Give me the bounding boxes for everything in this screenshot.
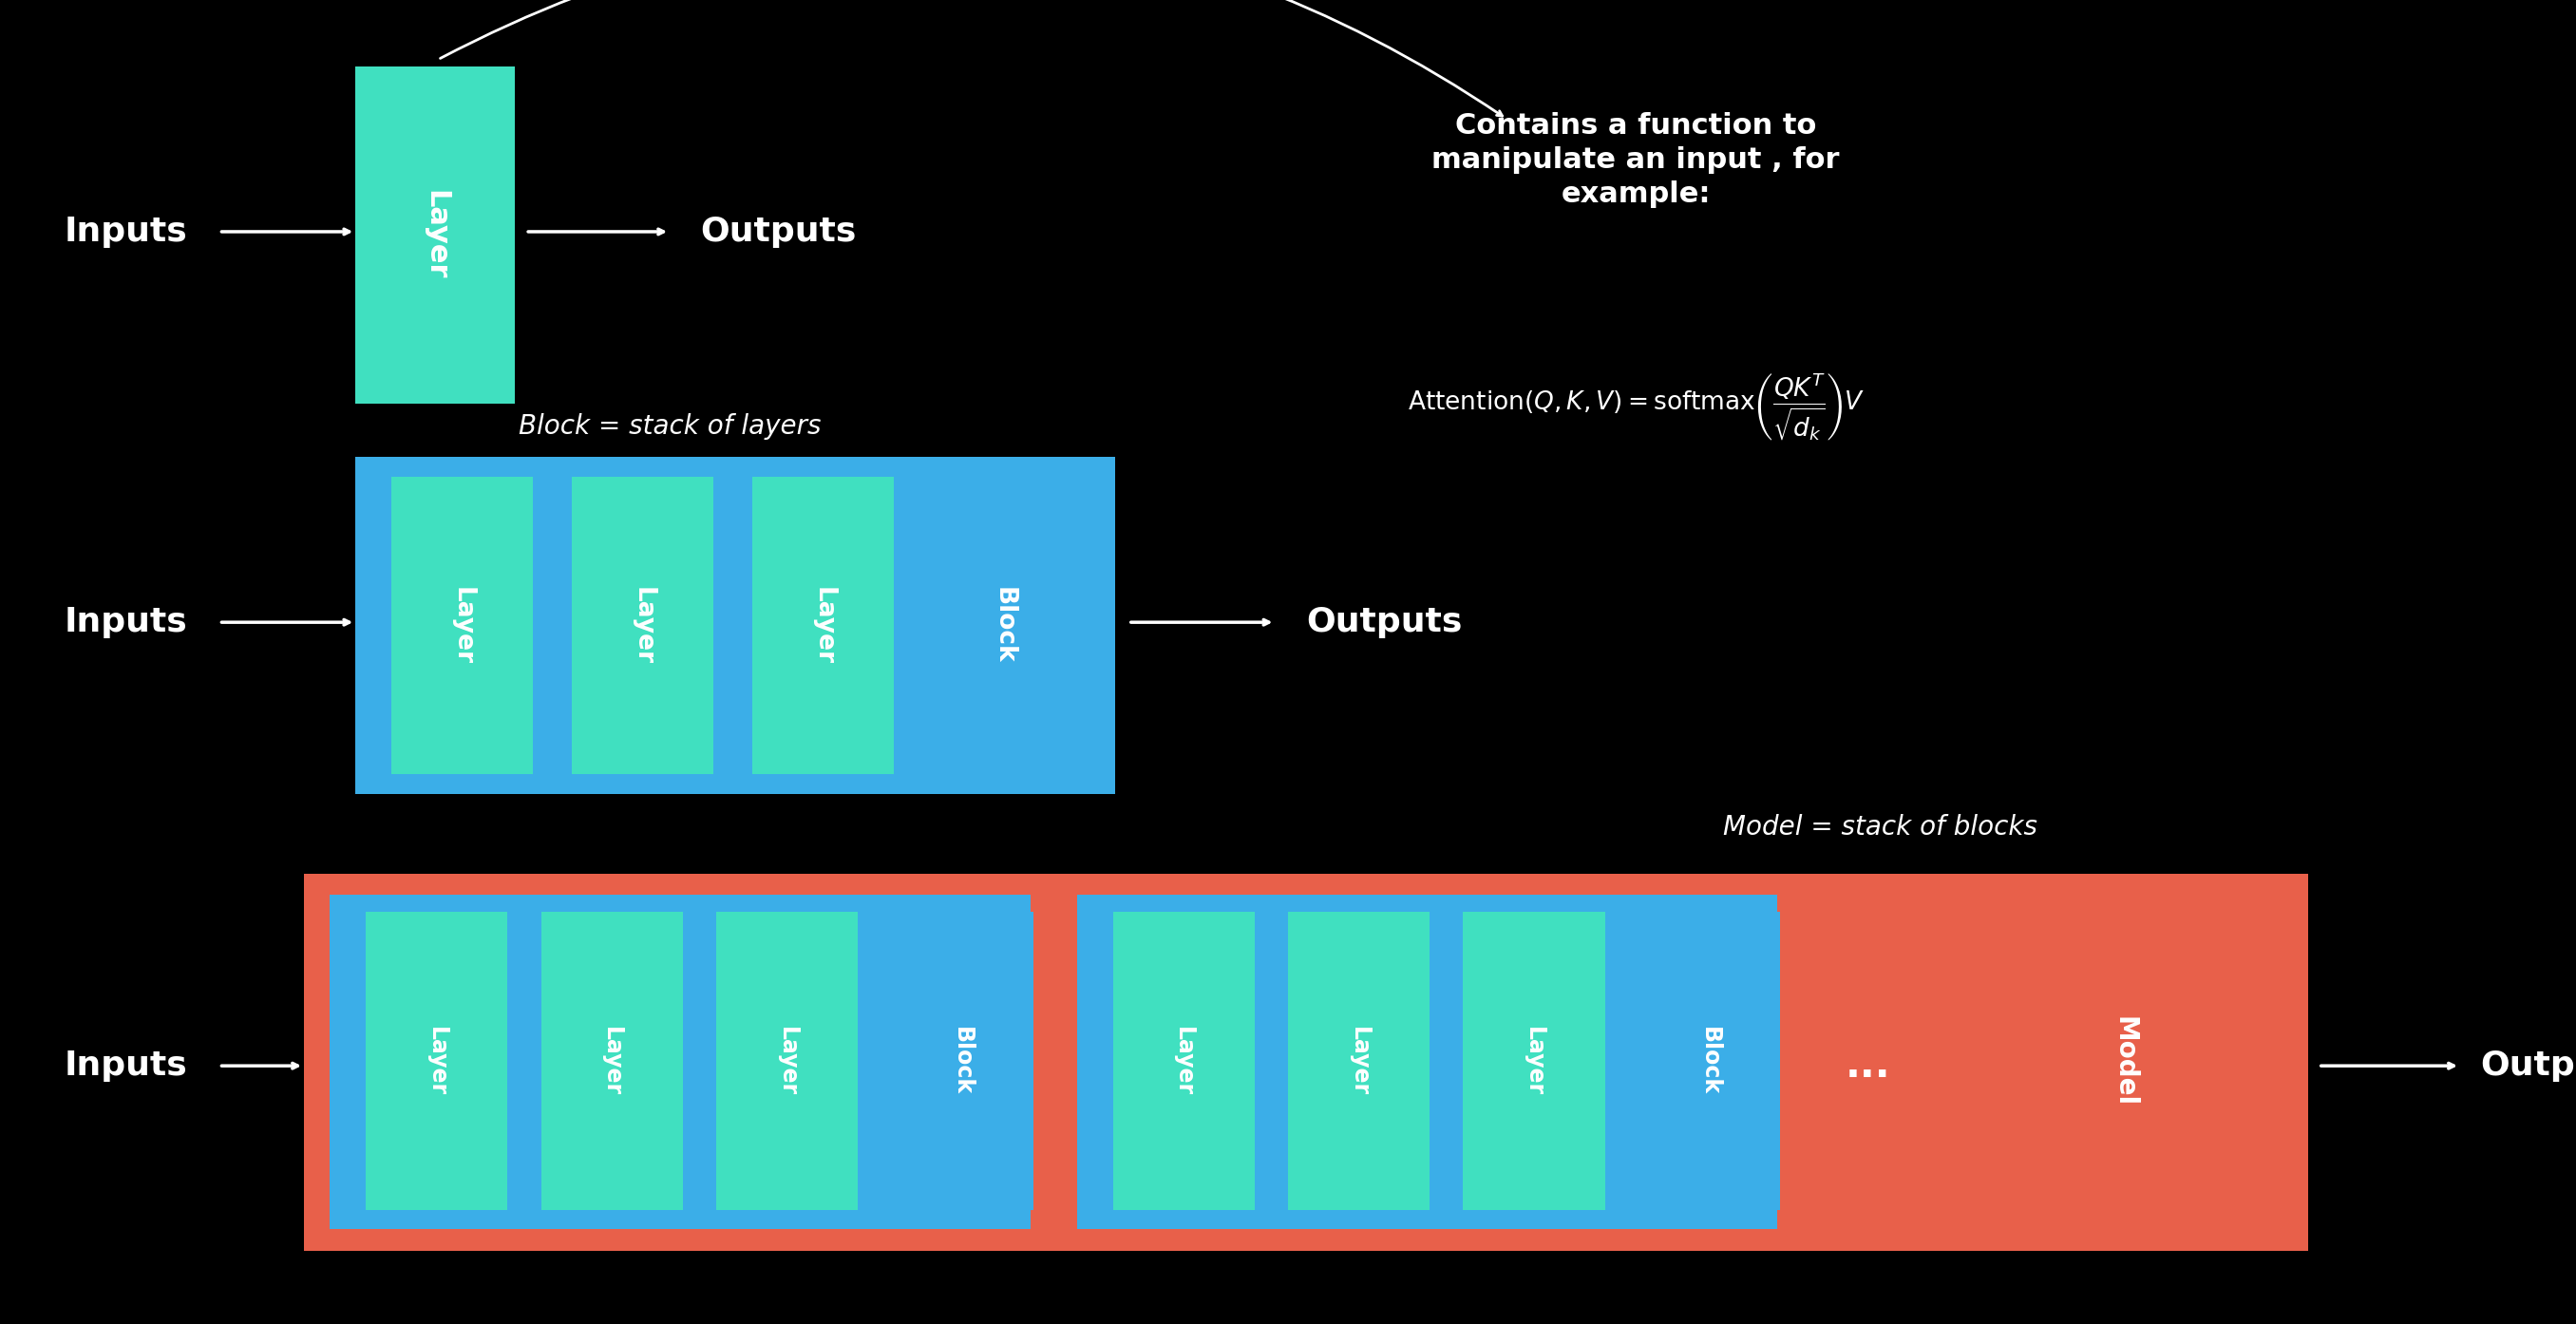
Text: Contains a function to
manipulate an input , for
example:: Contains a function to manipulate an inp… xyxy=(1432,113,1839,208)
Text: Layer: Layer xyxy=(600,1026,623,1096)
FancyBboxPatch shape xyxy=(1463,912,1605,1210)
FancyBboxPatch shape xyxy=(304,874,2308,1251)
FancyBboxPatch shape xyxy=(366,912,507,1210)
Text: Model: Model xyxy=(2110,1017,2138,1107)
FancyBboxPatch shape xyxy=(1638,912,1780,1210)
FancyBboxPatch shape xyxy=(891,912,1033,1210)
FancyBboxPatch shape xyxy=(541,912,683,1210)
FancyBboxPatch shape xyxy=(1288,912,1430,1210)
Text: Outputs: Outputs xyxy=(1306,606,1463,638)
Text: ...: ... xyxy=(1844,1046,1891,1086)
Text: Block: Block xyxy=(992,588,1015,663)
Text: Layer: Layer xyxy=(1347,1026,1370,1096)
Text: Block: Block xyxy=(951,1027,974,1095)
Text: Outputs: Outputs xyxy=(701,216,858,248)
Text: Layer: Layer xyxy=(631,587,654,665)
Text: Layer: Layer xyxy=(811,587,835,665)
Text: $\mathrm{Attention}(Q, K, V) = \mathrm{softmax}\left(\dfrac{QK^T}{\sqrt{d_k}}\ri: $\mathrm{Attention}(Q, K, V) = \mathrm{s… xyxy=(1406,371,1865,442)
FancyBboxPatch shape xyxy=(392,477,533,775)
FancyBboxPatch shape xyxy=(355,457,1115,794)
FancyBboxPatch shape xyxy=(933,477,1074,775)
Text: Layer: Layer xyxy=(422,191,448,279)
Text: Layer: Layer xyxy=(425,1026,448,1096)
Text: Block = stack of layers: Block = stack of layers xyxy=(518,413,822,440)
FancyBboxPatch shape xyxy=(1963,895,2285,1229)
FancyBboxPatch shape xyxy=(716,912,858,1210)
Text: Layer: Layer xyxy=(1522,1026,1546,1096)
Text: Layer: Layer xyxy=(451,587,474,665)
Text: Inputs: Inputs xyxy=(64,216,188,248)
FancyBboxPatch shape xyxy=(752,477,894,775)
Text: Outputs: Outputs xyxy=(2481,1050,2576,1082)
FancyBboxPatch shape xyxy=(355,66,515,404)
FancyBboxPatch shape xyxy=(330,895,1030,1229)
FancyBboxPatch shape xyxy=(572,477,714,775)
Text: Inputs: Inputs xyxy=(64,1050,188,1082)
FancyBboxPatch shape xyxy=(1077,895,1777,1229)
Text: Block: Block xyxy=(1698,1027,1721,1095)
Text: Layer: Layer xyxy=(1172,1026,1195,1096)
Text: Inputs: Inputs xyxy=(64,606,188,638)
Text: Layer: Layer xyxy=(775,1026,799,1096)
FancyBboxPatch shape xyxy=(1113,912,1255,1210)
Text: Model = stack of blocks: Model = stack of blocks xyxy=(1723,814,2038,841)
